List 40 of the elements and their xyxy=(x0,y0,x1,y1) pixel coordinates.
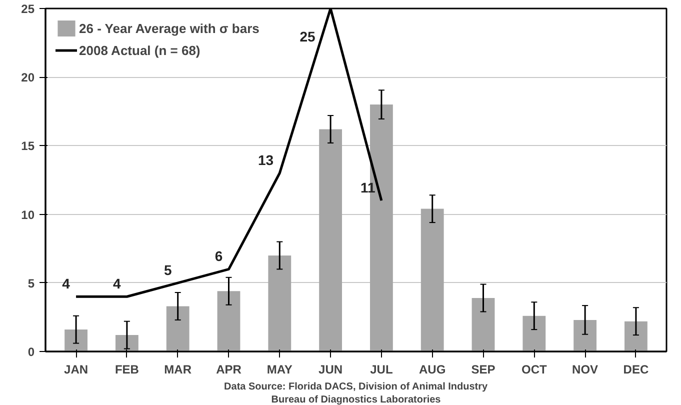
bar xyxy=(268,255,292,352)
y-tick-label: 20 xyxy=(21,70,35,85)
y-tick-label: 10 xyxy=(21,208,35,222)
bar xyxy=(472,298,495,352)
x-tick-label: FEB xyxy=(114,362,140,376)
data-label: 4 xyxy=(62,276,70,292)
data-label: 6 xyxy=(214,248,223,264)
legend-label: 2008 Actual (n = 68) xyxy=(79,42,200,58)
data-label: 25 xyxy=(300,28,316,45)
x-tick-label: SEP xyxy=(471,362,496,376)
bar xyxy=(319,129,342,352)
x-tick-label: MAY xyxy=(266,362,292,376)
bar xyxy=(64,330,88,352)
legend-label: 26 - Year Average with σ bars xyxy=(79,20,260,36)
bar xyxy=(522,316,546,352)
data-label: 13 xyxy=(258,152,274,168)
x-tick-label: OCT xyxy=(521,362,548,376)
bar xyxy=(624,321,648,352)
source-note: Data Source: Florida DACS, Division of Animal Industry xyxy=(224,382,488,392)
y-tick-label: 0 xyxy=(28,345,35,359)
bar xyxy=(166,306,190,352)
bar xyxy=(574,320,597,352)
data-label: 5 xyxy=(164,262,172,278)
bar xyxy=(420,208,444,352)
text: Bureau of Diagnostics Laboratories xyxy=(271,394,442,405)
y-tick-label: 5 xyxy=(28,276,35,290)
x-tick-label: DEC xyxy=(623,362,649,376)
x-tick-label: NOV xyxy=(572,362,598,376)
data-label: 11 xyxy=(360,180,376,196)
data-label: 4 xyxy=(113,276,122,292)
x-tick-label: JUN xyxy=(318,362,343,376)
bar xyxy=(217,291,240,352)
y-tick-label: 25 xyxy=(21,2,35,16)
x-tick-label: APR xyxy=(216,362,242,376)
bar xyxy=(115,335,138,352)
y-tick-label: 15 xyxy=(21,139,35,154)
x-tick-label: MAR xyxy=(164,362,192,376)
x-tick-label: JUL xyxy=(370,362,393,376)
x-tick-label: AUG xyxy=(419,362,446,376)
x-tick-label: JAN xyxy=(64,362,88,376)
